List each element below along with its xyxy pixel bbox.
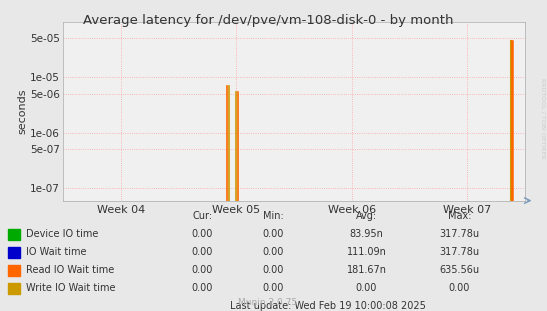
Text: Munin 2.0.75: Munin 2.0.75 <box>238 298 298 307</box>
Text: RRDTOOL / TOBI OETIKER: RRDTOOL / TOBI OETIKER <box>541 78 546 159</box>
Text: 0.00: 0.00 <box>449 283 470 293</box>
Text: 83.95n: 83.95n <box>350 229 383 239</box>
Text: 317.78u: 317.78u <box>439 247 480 257</box>
Text: Device IO time: Device IO time <box>26 229 98 239</box>
Text: 111.09n: 111.09n <box>347 247 386 257</box>
Text: 0.00: 0.00 <box>191 229 213 239</box>
Text: Write IO Wait time: Write IO Wait time <box>26 283 116 293</box>
Y-axis label: seconds: seconds <box>18 88 27 134</box>
Text: 317.78u: 317.78u <box>439 229 480 239</box>
Text: Avg:: Avg: <box>356 211 377 221</box>
Text: 0.00: 0.00 <box>263 247 284 257</box>
Text: 0.00: 0.00 <box>263 283 284 293</box>
Text: Max:: Max: <box>448 211 471 221</box>
Text: 181.67n: 181.67n <box>346 265 387 275</box>
Text: Read IO Wait time: Read IO Wait time <box>26 265 114 275</box>
Text: 0.00: 0.00 <box>263 229 284 239</box>
Text: 0.00: 0.00 <box>263 265 284 275</box>
Text: 0.00: 0.00 <box>356 283 377 293</box>
Text: Min:: Min: <box>263 211 284 221</box>
Text: 0.00: 0.00 <box>191 283 213 293</box>
Text: 0.00: 0.00 <box>191 265 213 275</box>
Text: Average latency for /dev/pve/vm-108-disk-0 - by month: Average latency for /dev/pve/vm-108-disk… <box>83 14 453 27</box>
Text: IO Wait time: IO Wait time <box>26 247 87 257</box>
Text: Cur:: Cur: <box>193 211 212 221</box>
Text: 0.00: 0.00 <box>191 247 213 257</box>
Text: 635.56u: 635.56u <box>439 265 480 275</box>
Text: Last update: Wed Feb 19 10:00:08 2025: Last update: Wed Feb 19 10:00:08 2025 <box>230 301 426 311</box>
